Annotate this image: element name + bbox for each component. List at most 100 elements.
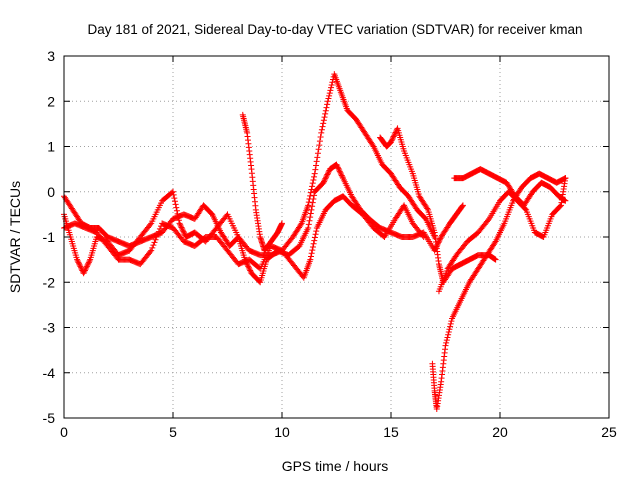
data-point — [334, 164, 341, 171]
data-point — [448, 318, 455, 325]
data-point — [491, 239, 498, 246]
data-point — [311, 234, 318, 241]
y-tick-label: -5 — [43, 410, 56, 426]
data-point — [178, 224, 185, 231]
data-point — [557, 203, 564, 210]
data-point — [147, 221, 154, 228]
data-point — [245, 264, 252, 271]
data-point — [247, 267, 254, 274]
data-point — [446, 326, 453, 333]
data-point — [176, 220, 183, 227]
data-point — [459, 203, 466, 210]
data-point — [311, 237, 318, 244]
data-point — [321, 114, 328, 121]
x-tick-label: 0 — [60, 424, 68, 440]
data-point — [322, 110, 329, 117]
y-tick-label: 1 — [47, 139, 55, 155]
data-point — [333, 161, 340, 168]
data-point — [307, 210, 314, 217]
data-point — [324, 170, 331, 177]
data-point — [74, 257, 81, 264]
data-point — [173, 207, 180, 214]
data-point — [170, 188, 176, 195]
data-point — [323, 104, 330, 111]
data-point — [171, 195, 178, 202]
data-point — [308, 206, 315, 213]
y-axis-label: SDTVAR / TECUs — [7, 181, 23, 293]
data-point — [324, 101, 331, 108]
data-point — [77, 263, 84, 270]
data-point — [445, 329, 452, 336]
data-point — [310, 240, 317, 247]
data-point — [485, 217, 492, 224]
data-point — [338, 171, 345, 178]
data-point — [459, 202, 466, 209]
data-point — [492, 256, 499, 263]
data-point — [389, 134, 396, 141]
data-point — [307, 192, 314, 199]
data-point — [313, 228, 320, 235]
data-point — [170, 191, 177, 198]
data-point — [245, 263, 252, 270]
data-point — [314, 154, 321, 161]
data-point — [442, 342, 449, 349]
data-point — [177, 223, 184, 230]
data-point — [309, 183, 316, 190]
data-point — [316, 142, 323, 149]
x-tick-label: 15 — [383, 424, 399, 440]
data-point — [171, 198, 178, 205]
data-point — [447, 323, 454, 330]
data-point — [562, 197, 569, 204]
data-point — [324, 171, 331, 178]
data-point — [85, 260, 92, 267]
y-tick-label: 2 — [47, 93, 55, 109]
data-point — [319, 123, 326, 130]
data-point — [148, 247, 155, 254]
data-point — [320, 120, 327, 127]
data-point — [328, 81, 335, 88]
data-point — [83, 263, 90, 270]
data-point — [307, 256, 314, 263]
data-point — [83, 264, 90, 271]
data-point — [320, 179, 327, 186]
data-point — [325, 168, 332, 175]
data-point — [317, 133, 324, 140]
data-point — [179, 225, 186, 232]
data-point — [444, 334, 451, 341]
data-point — [305, 224, 312, 231]
data-point — [436, 236, 443, 243]
data-point — [314, 150, 321, 157]
data-point — [447, 320, 454, 327]
data-point — [393, 126, 400, 133]
data-point — [323, 172, 330, 179]
data-point — [80, 270, 87, 277]
x-tick-label: 25 — [601, 424, 617, 440]
data-point — [308, 250, 315, 257]
data-point — [308, 186, 315, 193]
data-point — [315, 146, 322, 153]
data-point — [311, 173, 318, 180]
data-point — [424, 205, 431, 212]
data-point — [306, 195, 313, 202]
data-point — [81, 267, 88, 274]
data-point — [177, 221, 184, 228]
data-point — [369, 142, 376, 149]
y-tick-label: 3 — [47, 48, 55, 64]
data-point — [76, 260, 83, 267]
data-point — [390, 133, 397, 140]
data-point — [334, 162, 341, 169]
data-point — [311, 170, 318, 177]
data-point — [313, 162, 320, 169]
data-point — [443, 339, 450, 346]
data-point — [310, 176, 317, 183]
y-tick-label: 0 — [47, 184, 55, 200]
data-point — [389, 136, 396, 143]
data-point — [324, 98, 331, 105]
data-point — [316, 138, 323, 145]
data-point — [179, 227, 186, 234]
data-point — [445, 331, 452, 338]
data-point — [279, 220, 285, 227]
data-point — [322, 107, 329, 114]
data-point — [305, 202, 312, 209]
data-point — [336, 168, 343, 175]
